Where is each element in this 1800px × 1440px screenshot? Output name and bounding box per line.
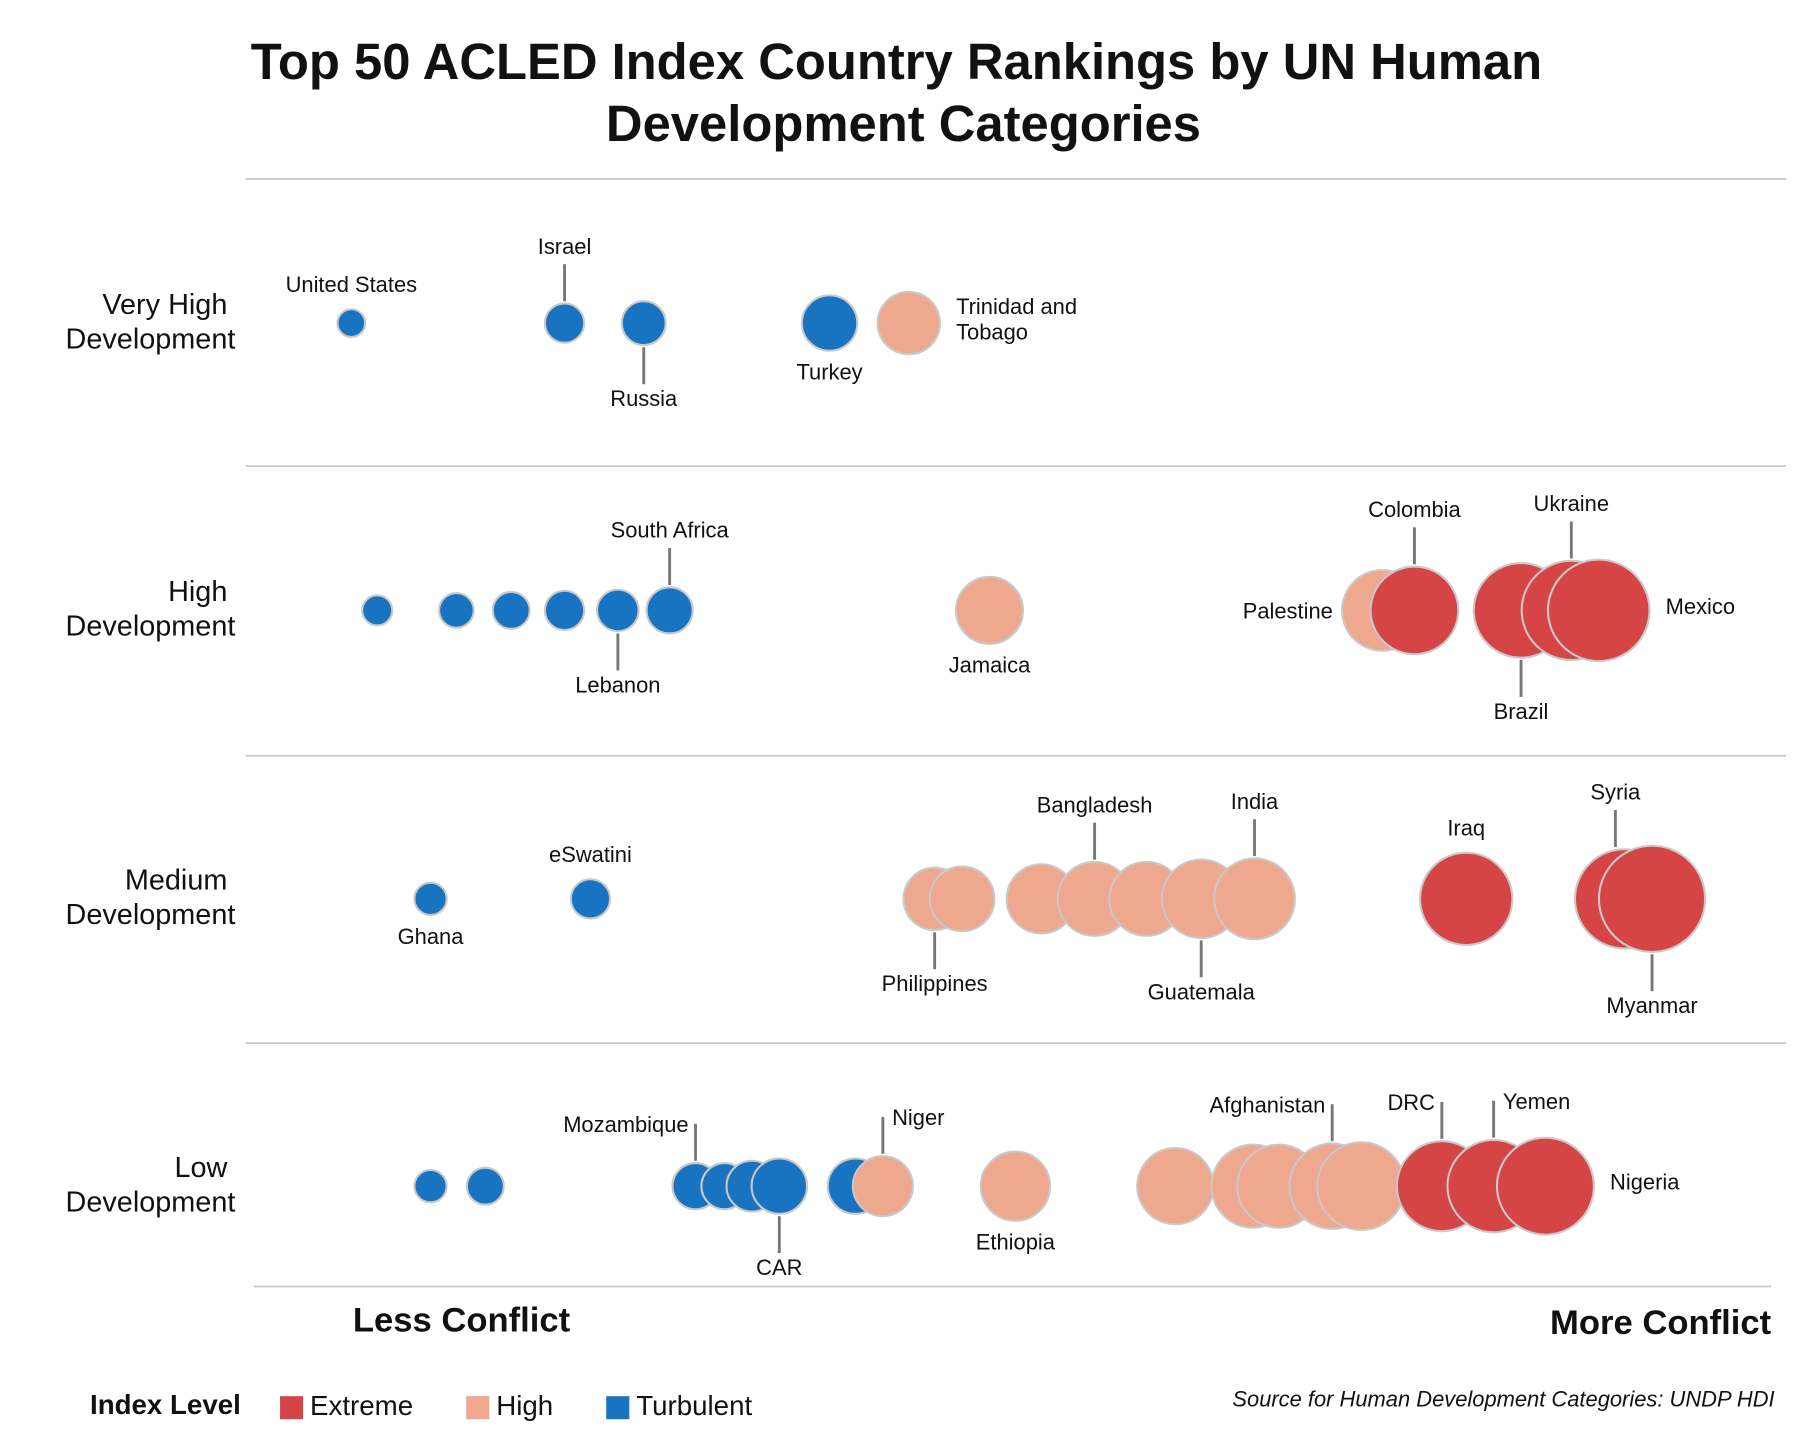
bubble — [543, 302, 586, 344]
bubble — [543, 589, 586, 632]
bubble-label: Bangladesh — [1037, 792, 1153, 817]
bubble-label: United States — [286, 272, 418, 297]
bubble — [954, 575, 1024, 645]
source-note: Source for Human Development Categories:… — [1232, 1387, 1774, 1412]
bubble-label: South Africa — [611, 518, 730, 543]
row-label: Low Development — [66, 1151, 236, 1218]
bubble-label: Jamaica — [949, 653, 1031, 678]
legend-swatch — [280, 1396, 304, 1420]
x-axis-label-right: More Conflict — [1550, 1304, 1772, 1342]
bubble — [979, 1150, 1052, 1222]
bubble — [596, 588, 640, 633]
bubble — [1597, 844, 1707, 953]
x-axis-label-left: Less Conflict — [353, 1301, 571, 1339]
bubble — [1136, 1147, 1215, 1226]
bubble-label: Colombia — [1368, 497, 1461, 522]
bubble-label: Ethiopia — [976, 1230, 1056, 1255]
bubble-label: Brazil — [1494, 699, 1549, 724]
row-label: High Development — [66, 576, 236, 643]
bubble-label: Israel — [538, 234, 592, 259]
bubble-label: Mozambique — [563, 1112, 688, 1137]
bubble — [491, 590, 531, 630]
bubble — [645, 586, 694, 635]
bubble-label: Yemen — [1503, 1089, 1570, 1114]
bubble-label: Iraq — [1447, 815, 1485, 840]
bubble-label: Myanmar — [1606, 993, 1697, 1018]
bubble-label: Philippines — [882, 971, 988, 996]
bubble-label: DRC — [1387, 1090, 1434, 1115]
bubble — [750, 1157, 809, 1215]
bubble-label: Nigeria — [1610, 1170, 1680, 1195]
bubble — [1419, 851, 1514, 947]
bubble — [336, 308, 367, 338]
bubble — [413, 1168, 448, 1204]
bubble-label: eSwatini — [549, 842, 632, 867]
bubble-label: Niger — [892, 1105, 944, 1130]
bubble-label: CAR — [756, 1255, 802, 1280]
bubble-label: Palestine — [1243, 598, 1333, 623]
bubble — [620, 300, 667, 347]
legend-title: Index Level — [90, 1389, 241, 1420]
bubble — [569, 878, 612, 920]
bubble — [1213, 857, 1296, 941]
bubble-label: Syria — [1590, 780, 1641, 805]
row-label: Medium Development — [66, 864, 236, 931]
legend-label: High — [496, 1390, 553, 1421]
bubble — [800, 294, 859, 352]
row-label: Very High Development — [66, 288, 236, 355]
legend-swatch — [606, 1396, 630, 1420]
bubble — [1369, 565, 1460, 656]
bubble — [876, 290, 941, 356]
legend-label: Extreme — [310, 1390, 413, 1421]
bubble — [1495, 1136, 1595, 1236]
chart-title: Top 50 ACLED Index Country Rankings by U… — [251, 33, 1557, 152]
bubble-label: Trinidad and Tobago — [956, 294, 1083, 344]
bubble-label: Lebanon — [575, 672, 660, 697]
bubble-layer — [336, 290, 1707, 1236]
bubble — [465, 1166, 505, 1206]
bubble-label: Russia — [610, 386, 678, 411]
legend-label: Turbulent — [636, 1390, 752, 1421]
bubble — [438, 592, 475, 629]
bubble-label: Ghana — [398, 924, 465, 949]
bubble — [413, 881, 448, 917]
bubble — [928, 865, 996, 933]
bubble — [361, 594, 394, 627]
bubble — [1316, 1141, 1407, 1232]
legend-swatch — [466, 1396, 490, 1420]
bubble-label: Guatemala — [1148, 979, 1256, 1004]
bubble-label: Afghanistan — [1210, 1092, 1326, 1117]
bubble — [1546, 558, 1651, 663]
bubble-label: Ukraine — [1534, 491, 1610, 516]
bubble — [851, 1155, 914, 1218]
bubble-label: Turkey — [796, 360, 862, 385]
bubble-label: India — [1231, 789, 1279, 814]
bubble-label: Mexico — [1666, 594, 1735, 619]
